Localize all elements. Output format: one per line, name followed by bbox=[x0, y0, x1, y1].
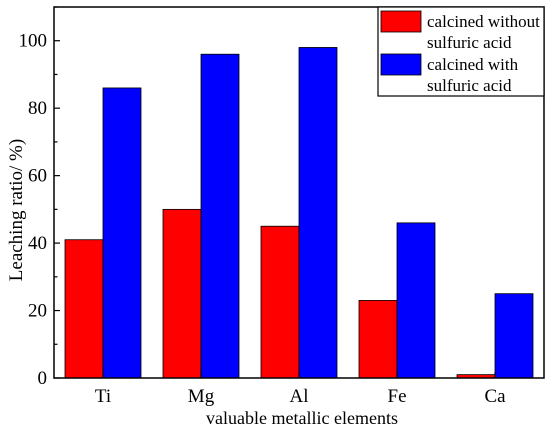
legend: calcined without sulfuric acid calcined wi… bbox=[377, 6, 545, 97]
x-tick-label-fe: Fe bbox=[388, 386, 407, 407]
x-tick-label-mg: Mg bbox=[188, 386, 215, 407]
axes-layer: 0 20 40 60 80 100 Ti Mg Al Fe Ca bbox=[19, 6, 545, 407]
bar-ca-series-2 bbox=[494, 293, 534, 379]
bar-al-series-1 bbox=[260, 225, 300, 379]
x-tick-label-al: Al bbox=[290, 386, 309, 407]
y-tick-label: 0 bbox=[38, 368, 48, 389]
x-tick-label-ca: Ca bbox=[484, 386, 506, 407]
bar-mg-series-1 bbox=[162, 208, 202, 379]
y-tick-label: 40 bbox=[28, 233, 47, 254]
bars-layer bbox=[64, 47, 534, 379]
bar-ti-series-2 bbox=[102, 87, 142, 379]
legend-label-series-2-line-2: sulfuric acid bbox=[427, 76, 512, 95]
bar-al-series-2 bbox=[298, 47, 338, 379]
y-tick-label: 20 bbox=[28, 301, 47, 322]
y-tick-label: 100 bbox=[19, 31, 48, 52]
y-axis-label: Leaching ratio/ %) bbox=[6, 139, 27, 281]
legend-label-series-2-line-1: calcined with bbox=[427, 55, 519, 74]
bar-ti-series-1 bbox=[64, 239, 104, 379]
legend-swatch-series-2 bbox=[380, 53, 422, 76]
y-tick-label: 80 bbox=[28, 98, 47, 119]
bar-mg-series-2 bbox=[200, 53, 240, 379]
x-axis-label: valuable metallic elements bbox=[206, 408, 398, 428]
bar-fe-series-1 bbox=[358, 300, 398, 379]
x-tick-label-ti: Ti bbox=[95, 386, 111, 407]
legend-label-series-1-line-2: sulfuric acid bbox=[427, 33, 512, 52]
bar-fe-series-2 bbox=[396, 222, 436, 379]
y-tick-label: 60 bbox=[28, 166, 47, 187]
legend-label-series-1-line-1: calcined without bbox=[427, 12, 540, 31]
legend-swatch-series-1 bbox=[380, 10, 422, 33]
